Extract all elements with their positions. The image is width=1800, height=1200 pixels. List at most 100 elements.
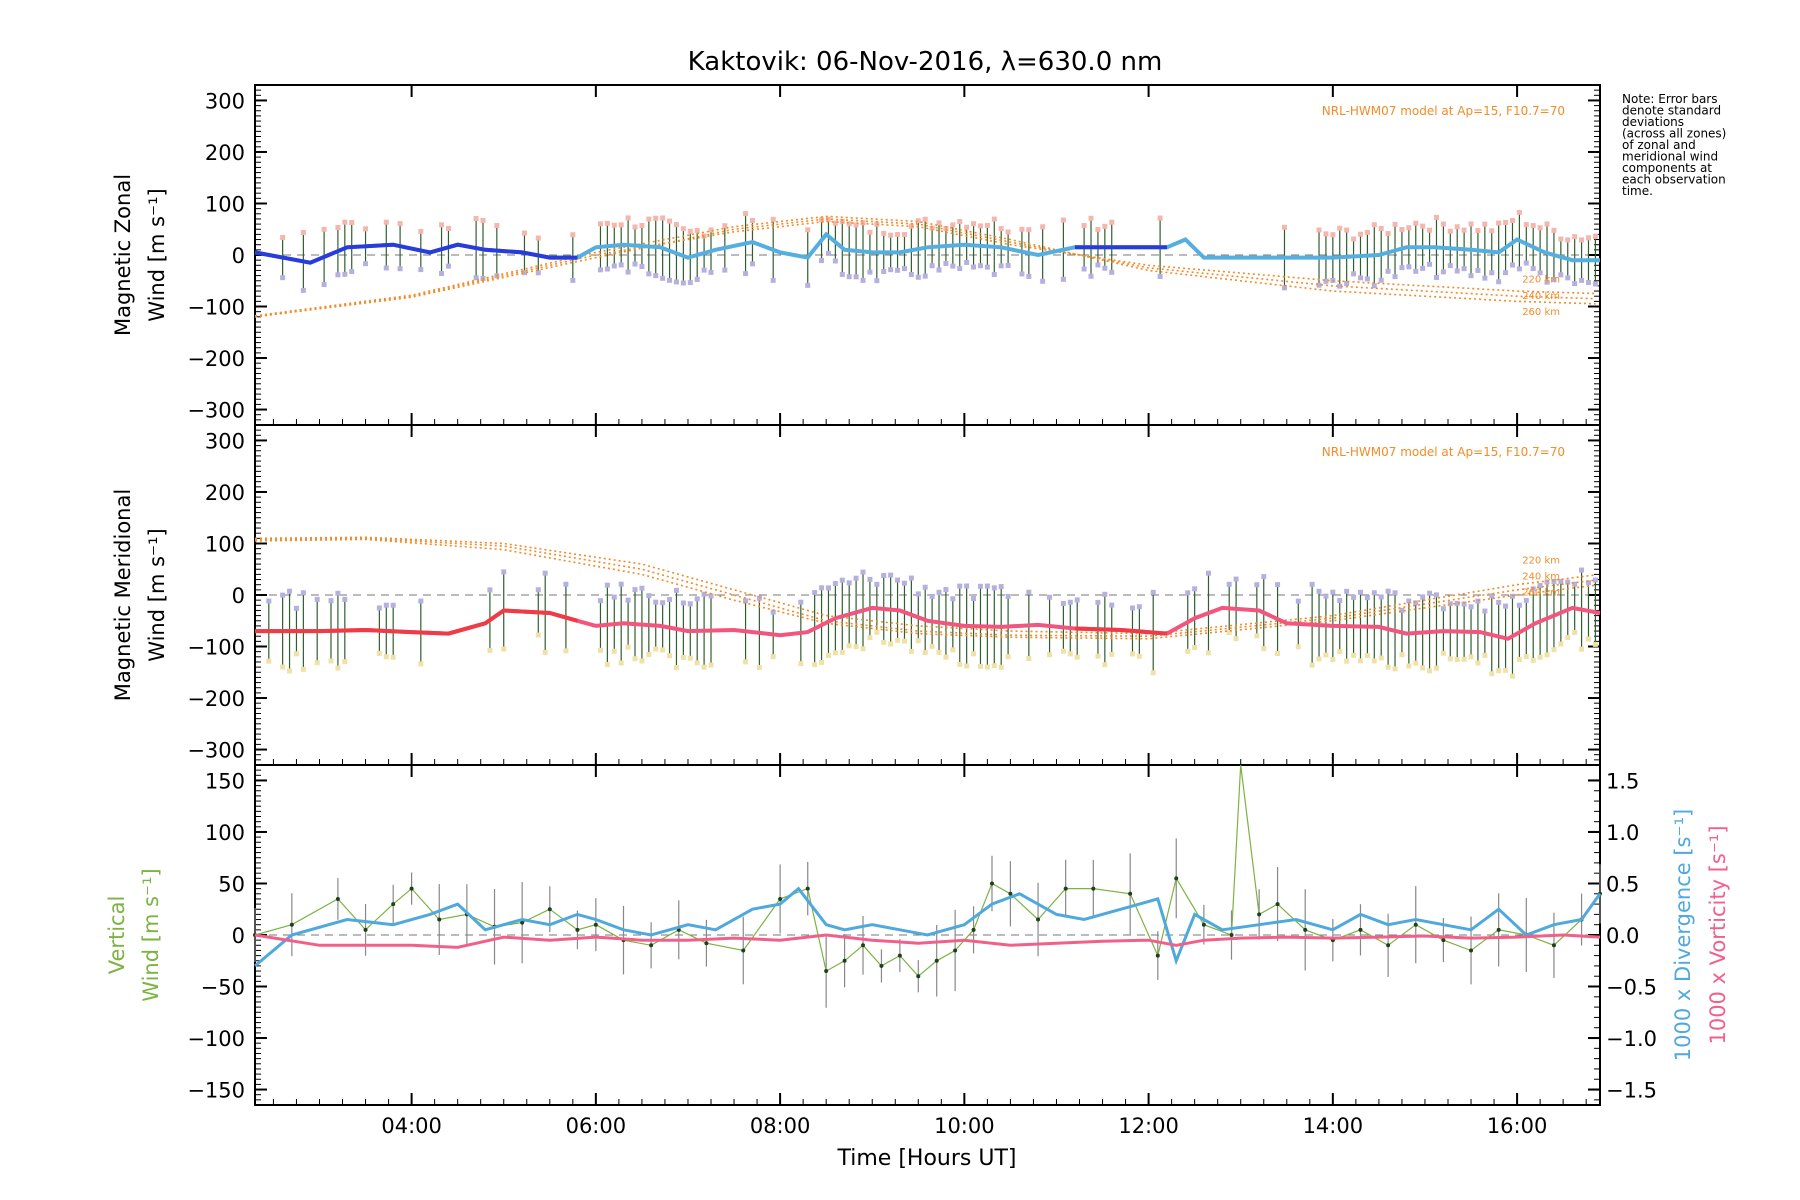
- scatter-point: [1095, 262, 1101, 268]
- model-alt-label: 220 km: [1522, 555, 1560, 566]
- scatter-point: [1254, 633, 1260, 639]
- scatter-point: [639, 585, 645, 591]
- scatter-point: [922, 216, 928, 222]
- scatter-point: [632, 261, 638, 267]
- scatter-point: [1385, 268, 1391, 274]
- scatter-point: [1592, 281, 1598, 287]
- scatter-point: [1399, 265, 1405, 271]
- scatter-point: [687, 655, 693, 661]
- scatter-point: [625, 644, 631, 650]
- scatter-point: [895, 637, 901, 643]
- scatter-point: [805, 282, 811, 288]
- scatter-point: [1579, 237, 1585, 243]
- scatter-point: [563, 581, 569, 587]
- scatter-point: [901, 580, 907, 586]
- scatter-point: [487, 587, 493, 593]
- scatter-point: [943, 226, 949, 232]
- scatter-point: [1233, 636, 1239, 642]
- scatter-point: [853, 222, 859, 228]
- scatter-point: [1378, 277, 1384, 283]
- scatter-point: [418, 598, 424, 604]
- scatter-point: [1344, 658, 1350, 664]
- scatter-point: [1337, 649, 1343, 655]
- scatter-point: [895, 232, 901, 238]
- scatter-point: [971, 221, 977, 227]
- scatter-point: [1427, 590, 1433, 596]
- scatter-point: [694, 660, 700, 666]
- scatter-point: [694, 276, 700, 282]
- vertical-wind-point: [547, 907, 552, 912]
- scatter-point: [888, 267, 894, 273]
- scatter-point: [293, 651, 299, 657]
- scatter-point: [1385, 588, 1391, 594]
- scatter-point: [1433, 275, 1439, 281]
- vertical-wind-point: [391, 902, 396, 907]
- scatter-point: [625, 597, 631, 603]
- model-alt-label: 240 km: [1522, 291, 1560, 302]
- scatter-point: [1544, 579, 1550, 585]
- scatter-point: [653, 599, 659, 605]
- scatter-point: [1420, 665, 1426, 671]
- vertical-wind-point: [1257, 912, 1262, 917]
- vertical-wind-point: [575, 927, 580, 932]
- scatter-point: [1281, 224, 1287, 230]
- y-tick-label: 200: [205, 141, 245, 165]
- scatter-point: [1385, 231, 1391, 237]
- scatter-point: [521, 270, 527, 276]
- scatter-point: [535, 270, 541, 276]
- scatter-point: [660, 215, 666, 221]
- scatter-point: [300, 287, 306, 293]
- scatter-point: [1150, 589, 1156, 595]
- meridional-ylabel: Magnetic Meridional Wind [m s⁻¹]: [111, 489, 169, 701]
- scatter-point: [964, 583, 970, 589]
- scatter-point: [1060, 217, 1066, 223]
- scatter-point: [1364, 229, 1370, 235]
- scatter-point: [321, 282, 327, 288]
- scatter-point: [1523, 222, 1529, 228]
- scatter-point: [1392, 274, 1398, 280]
- scatter-point: [901, 266, 907, 272]
- scatter-point: [376, 650, 382, 656]
- x-tick-label: 04:00: [381, 1114, 442, 1138]
- scatter-point: [1551, 579, 1557, 585]
- scatter-point: [1585, 235, 1591, 241]
- scatter-point: [1040, 278, 1046, 284]
- scatter-point: [1102, 265, 1108, 271]
- scatter-point: [680, 226, 686, 232]
- scatter-point: [950, 263, 956, 269]
- scatter-point: [922, 273, 928, 279]
- scatter-point: [915, 218, 921, 224]
- scatter-point: [1579, 646, 1585, 652]
- figure-title: Kaktovik: 06-Nov-2016, λ=630.0 nm: [688, 47, 1163, 77]
- scatter-point: [1530, 223, 1536, 229]
- vertical-wind-point: [437, 917, 442, 922]
- zonal-ylabel-line1: Magnetic Zonal: [111, 174, 135, 336]
- scatter-point: [922, 650, 928, 656]
- scatter-point: [908, 575, 914, 581]
- scatter-point: [819, 258, 825, 264]
- vertical-wind-point: [953, 948, 958, 953]
- vertical-wind-point: [1275, 902, 1280, 907]
- scatter-point: [1406, 225, 1412, 231]
- scatter-point: [1323, 593, 1329, 599]
- scatter-point: [1454, 224, 1460, 230]
- scatter-point: [1378, 225, 1384, 231]
- scatter-point: [1136, 653, 1142, 659]
- scatter-point: [1088, 273, 1094, 279]
- scatter-point: [473, 275, 479, 281]
- scatter-point: [1468, 654, 1474, 660]
- vertical-wind-point: [842, 958, 847, 963]
- scatter-point: [1316, 656, 1322, 662]
- scatter-point: [1351, 594, 1357, 600]
- scatter-point: [1537, 270, 1543, 276]
- y-tick-label: 50: [218, 872, 245, 896]
- scatter-point: [618, 660, 624, 666]
- scatter-point: [397, 221, 403, 227]
- scatter-point: [922, 584, 928, 590]
- scatter-point: [936, 267, 942, 273]
- y-tick-label: 300: [205, 89, 245, 113]
- scatter-point: [342, 271, 348, 277]
- scatter-point: [964, 259, 970, 265]
- scatter-point: [604, 662, 610, 668]
- scatter-point: [1461, 227, 1467, 233]
